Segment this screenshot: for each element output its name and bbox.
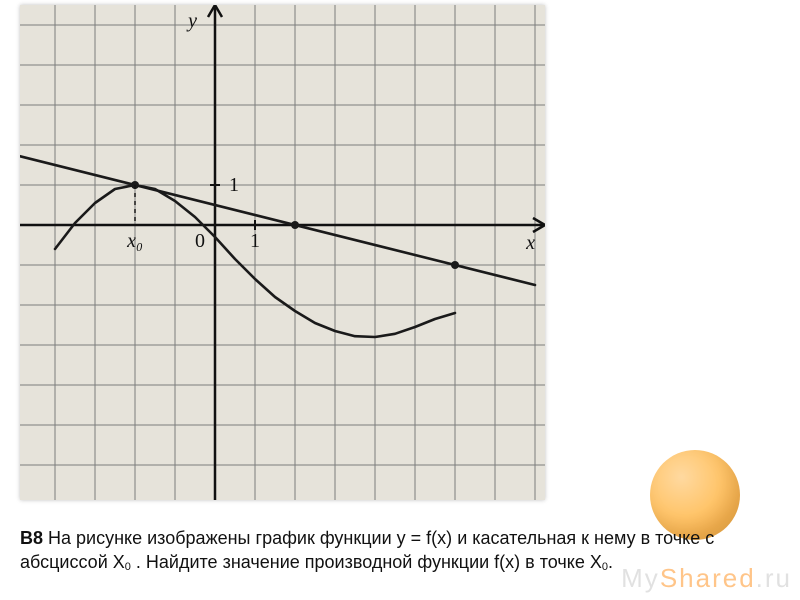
axis-labels: y x 0 1 1 x₀ xyxy=(126,10,535,254)
wm-pre: My xyxy=(621,563,660,593)
caption-fn: у = f(x) xyxy=(397,528,453,548)
svg-text:1: 1 xyxy=(229,174,239,196)
svg-text:x₀: x₀ xyxy=(126,230,143,252)
grid xyxy=(20,5,545,500)
chart-svg: y x 0 1 1 x₀ xyxy=(20,5,545,500)
caption-l2a: . Найдите значение производной функции f… xyxy=(131,552,602,572)
svg-text:0: 0 xyxy=(195,230,205,252)
watermark: MyShared.ru xyxy=(621,563,792,594)
page-root: y x 0 1 1 x₀ В8 На рисунке изображены график … xyxy=(0,0,800,600)
svg-text:y: y xyxy=(186,10,197,32)
wm-hl: Shared xyxy=(660,563,756,593)
svg-text:1: 1 xyxy=(250,230,260,252)
caption-prefix: В8 xyxy=(20,528,43,548)
caption-l1a: На рисунке изображены график функции xyxy=(43,528,397,548)
function-graph: y x 0 1 1 x₀ xyxy=(20,5,545,500)
caption-period: . xyxy=(608,552,613,572)
svg-text:x: x xyxy=(525,232,535,254)
wm-post: .ru xyxy=(756,563,792,593)
axes xyxy=(20,5,545,500)
